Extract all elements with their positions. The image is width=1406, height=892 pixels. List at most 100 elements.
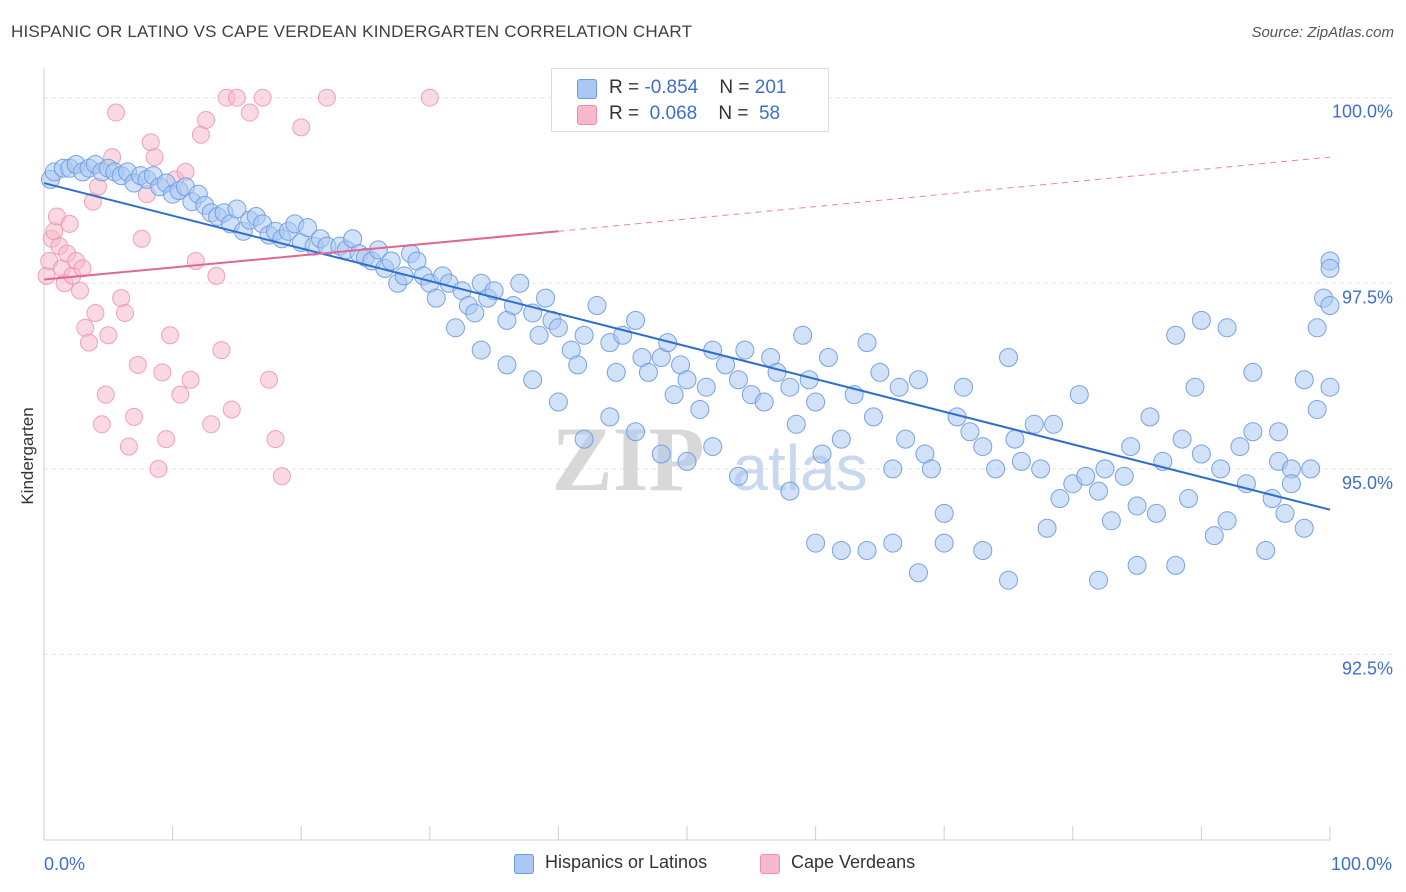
hispanic-point: [863, 407, 883, 427]
hispanic-point: [1166, 555, 1186, 575]
gridlines: [44, 97, 1392, 655]
hispanic-point: [754, 392, 774, 412]
hispanic-point: [677, 370, 697, 390]
bottom-legend-label: Cape Verdeans: [791, 852, 916, 872]
cape-verdean-point: [227, 88, 246, 107]
hispanic-point: [973, 541, 993, 560]
cape-verdean-point: [153, 363, 172, 382]
hispanic-point: [908, 563, 928, 583]
x-tick-label: 100.0%: [1331, 854, 1392, 874]
cape-verdean-point: [161, 326, 180, 345]
hispanic-point: [1114, 466, 1134, 486]
y-tick-label: 100.0%: [1332, 102, 1393, 122]
hispanic-point: [857, 333, 877, 353]
cape-verdean-point: [119, 437, 138, 456]
hispanic-point: [780, 377, 800, 397]
cape-verdean-point: [60, 214, 79, 233]
hispanic-point: [793, 325, 813, 345]
hispanic-point: [1140, 407, 1160, 427]
hispanic-trend-line: [43, 182, 1331, 511]
hispanic-point: [1243, 422, 1263, 442]
hispanic-point: [638, 362, 658, 382]
cape-verdean-point: [73, 259, 92, 278]
legend-text: R = 0.068 N = 58: [609, 103, 780, 125]
cape-verdean-point: [212, 341, 231, 360]
n-label: N =: [719, 77, 755, 98]
cape-verdean-point: [145, 148, 164, 167]
hispanic-point: [806, 392, 826, 412]
hispanic-point: [465, 303, 485, 323]
hispanic-point: [658, 333, 678, 353]
hispanic-point: [1301, 459, 1321, 479]
hispanic-point: [831, 541, 851, 560]
hispanic-point: [1031, 459, 1051, 479]
cape-verdean-point: [240, 103, 259, 122]
hispanic-point: [664, 385, 684, 405]
hispanic-point: [986, 459, 1006, 479]
bottom-legend-cape-verdeans: Cape Verdeans: [760, 852, 916, 874]
hispanic-point: [883, 533, 903, 553]
hispanic-point: [818, 348, 838, 367]
hispanic-point: [568, 355, 588, 375]
cape-verdean-trend-line: [43, 230, 559, 281]
legend-text: R = -0.854 N = 201: [609, 77, 786, 99]
hispanic-point: [574, 429, 594, 449]
hispanic-point: [1089, 481, 1109, 501]
hispanic-point: [529, 325, 549, 345]
hispanic-point: [606, 362, 626, 382]
hispanic-point: [1294, 518, 1314, 538]
hispanic-point: [1037, 518, 1057, 538]
hispanic-point: [1320, 258, 1340, 278]
hispanic-point: [934, 533, 954, 553]
hispanic-point: [1146, 503, 1166, 523]
hispanic-point: [1230, 437, 1250, 457]
hispanic-point: [883, 459, 903, 479]
cape-verdean-trend-extension: [558, 156, 1331, 232]
hispanic-point: [536, 288, 556, 308]
x-tick-label: 0.0%: [44, 854, 85, 874]
hispanic-point: [999, 570, 1018, 590]
hispanic-point: [1217, 511, 1237, 531]
bottom-legend-hispanics: Hispanics or Latinos: [514, 852, 708, 874]
r-label: R =: [609, 77, 645, 98]
hispanic-point: [1185, 377, 1205, 397]
hispanic-point: [1217, 318, 1237, 338]
hispanic-point: [677, 451, 697, 471]
bottom-legend-swatch-pink: [760, 854, 780, 874]
cape-verdean-point: [92, 415, 111, 434]
cape-verdean-point: [132, 229, 151, 248]
axes: [43, 68, 1331, 841]
hispanic-point: [446, 318, 466, 338]
hispanic-point: [999, 348, 1018, 367]
hispanic-point: [1307, 318, 1327, 338]
hispanic-point: [484, 281, 504, 301]
cape-verdean-point: [71, 281, 90, 300]
hispanic-point: [574, 325, 594, 345]
hispanic-point: [651, 444, 671, 464]
bottom-legend-label: Hispanics or Latinos: [545, 852, 708, 872]
hispanic-point: [896, 429, 916, 449]
hispanic-point: [703, 437, 723, 457]
cape-verdean-point: [272, 467, 291, 486]
r-value: -0.854: [644, 77, 699, 98]
hispanic-point: [1294, 370, 1314, 390]
cape-verdean-point: [37, 266, 56, 285]
hispanic-point: [381, 251, 401, 271]
hispanic-point: [471, 340, 491, 360]
bottom-legend-swatch-blue: [514, 854, 534, 874]
hispanic-point: [1011, 451, 1031, 471]
hispanic-point: [1262, 489, 1282, 509]
cape-verdean-point: [86, 303, 105, 322]
n-value: 58: [753, 103, 781, 124]
hispanic-point: [1243, 362, 1263, 382]
cape-verdean-point: [116, 303, 135, 322]
hispanic-point: [1101, 511, 1121, 531]
cape-verdean-point: [181, 370, 200, 389]
cape-verdean-point: [197, 110, 216, 129]
hispanic-point: [1121, 437, 1141, 457]
cape-verdean-point: [128, 355, 147, 374]
cape-verdean-point: [157, 430, 176, 449]
hispanic-point: [1069, 385, 1089, 405]
cape-verdean-point: [317, 88, 336, 107]
cape-verdean-point: [149, 459, 168, 478]
